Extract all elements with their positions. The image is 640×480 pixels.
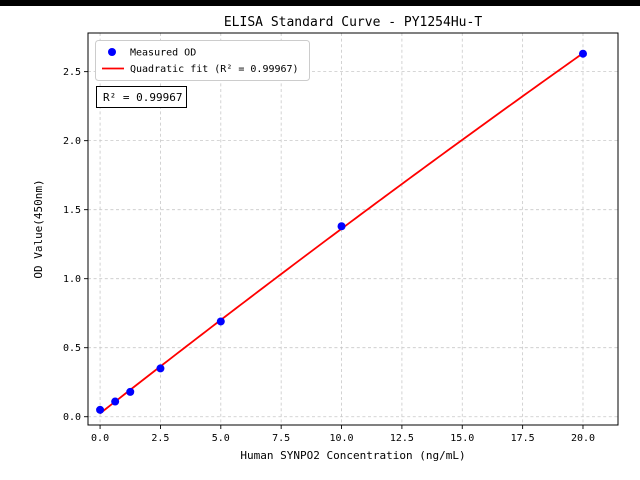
y-tick-label: 1.0	[63, 274, 81, 285]
annotation-frame	[96, 86, 187, 108]
legend-label-measured: Measured OD	[130, 48, 196, 59]
x-tick-label: 0.0	[91, 433, 109, 444]
x-tick-label: 17.5	[511, 433, 535, 444]
x-axis-label: Human SYNPO2 Concentration (ng/mL)	[240, 449, 465, 462]
axes-spines	[87, 32, 619, 426]
y-tick-label: 1.5	[63, 205, 81, 216]
data-point	[337, 222, 346, 231]
data-point	[156, 364, 165, 373]
data-point	[578, 49, 587, 58]
legend-frame	[95, 40, 310, 81]
grid-layer	[88, 33, 618, 425]
y-tick-label: 0.0	[63, 412, 81, 423]
y-tick-label: 2.0	[63, 136, 81, 147]
chart-title: ELISA Standard Curve - PY1254Hu-T	[224, 15, 482, 30]
annotation-text: R² = 0.99967	[103, 91, 182, 104]
x-tick-label: 10.0	[329, 433, 353, 444]
data-point	[216, 317, 225, 326]
x-tick-label: 7.5	[272, 433, 290, 444]
x-tick-label: 2.5	[151, 433, 169, 444]
x-tick-label: 20.0	[571, 433, 595, 444]
y-tick-label: 0.5	[63, 343, 81, 354]
r-squared-annotation: R² = 0.99967	[96, 86, 187, 108]
plot-area: 0.0 2.5 5.0 7.5 10.0 12.5 15.0 17.5 20.0 0.0 0.5 1.…	[63, 32, 619, 444]
x-tick-label: 5.0	[212, 433, 230, 444]
legend-scatter-marker	[108, 48, 116, 56]
legend: Measured OD Quadratic fit (R² = 0.99967)	[95, 40, 310, 81]
data-point	[126, 387, 135, 396]
y-tick-label: 2.5	[63, 67, 81, 78]
x-tick-label: 15.0	[450, 433, 474, 444]
x-tick-label: 12.5	[390, 433, 414, 444]
legend-label-fit: Quadratic fit (R² = 0.99967)	[130, 64, 299, 75]
data-point	[96, 405, 105, 414]
axes-box	[87, 32, 619, 426]
axis-ticks: 0.0 2.5 5.0 7.5 10.0 12.5 15.0 17.5 20.0 0.0 0.5 1.…	[63, 67, 595, 444]
screen-top-edge	[0, 0, 640, 6]
data-point	[111, 397, 120, 406]
scatter-series	[96, 49, 587, 414]
y-axis-label: OD Value(450nm)	[32, 179, 45, 278]
